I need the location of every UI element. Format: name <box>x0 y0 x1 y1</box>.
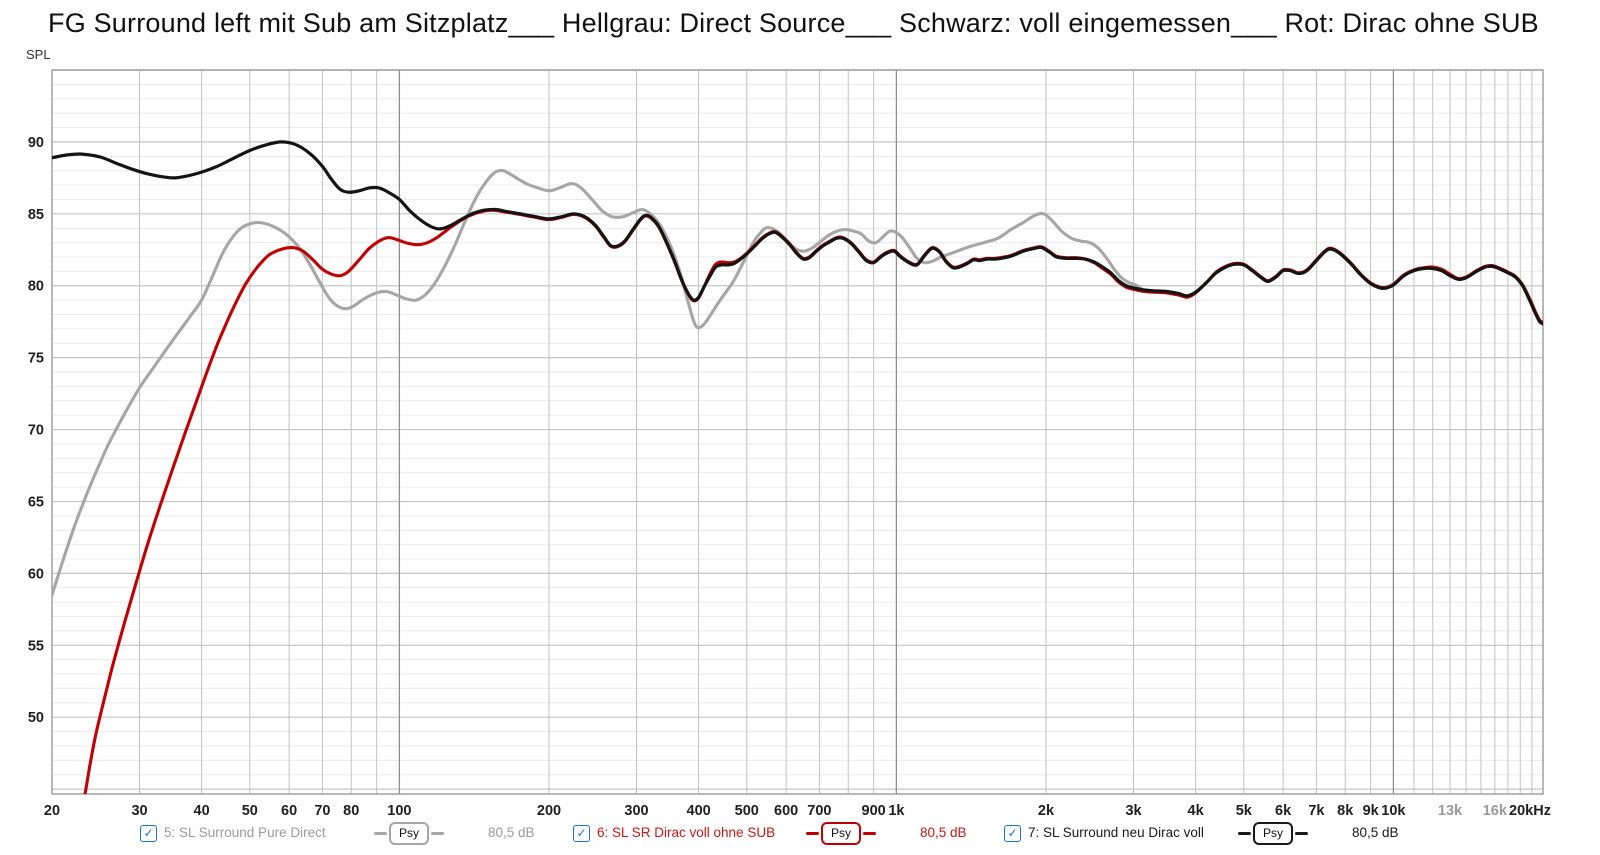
chart-title: FG Surround left mit Sub am Sitzplatz___… <box>48 8 1539 38</box>
svg-text:65: 65 <box>28 494 44 510</box>
svg-text:10k: 10k <box>1381 803 1406 819</box>
svg-text:8k: 8k <box>1337 803 1354 819</box>
spl-frequency-chart: 90 85 80 75 70 65 60 55 50 20 30 40 50 60 70 80 100 200 30… <box>28 69 1551 819</box>
svg-text:2k: 2k <box>1038 803 1055 819</box>
svg-text:4k: 4k <box>1188 803 1205 819</box>
psy-smoothing-badge[interactable]: Psy <box>1253 822 1293 845</box>
measurement-7-label[interactable]: 7: SL Surround neu Dirac voll <box>1028 825 1204 840</box>
svg-text:30: 30 <box>131 803 147 819</box>
svg-text:5k: 5k <box>1236 803 1253 819</box>
svg-text:400: 400 <box>687 803 711 819</box>
svg-text:7k: 7k <box>1308 803 1325 819</box>
svg-text:70: 70 <box>314 803 330 819</box>
svg-text:55: 55 <box>28 638 44 654</box>
measurement-5-psy-badge[interactable]: Psy <box>374 822 444 845</box>
svg-text:500: 500 <box>735 803 759 819</box>
measurement-5-label[interactable]: 5: SL Surround Pure Direct <box>164 825 326 840</box>
measurement-7-checkbox[interactable]: ✓ <box>1004 825 1021 842</box>
trace-line-segment <box>1238 832 1251 835</box>
svg-text:80: 80 <box>28 279 44 295</box>
trace-line-segment <box>431 832 444 835</box>
trace-line-segment <box>1295 832 1308 835</box>
svg-text:1k: 1k <box>888 803 905 819</box>
measurement-6-psy-badge[interactable]: Psy <box>806 822 876 845</box>
svg-text:80: 80 <box>343 803 359 819</box>
measurement-5-level: 80,5 dB <box>488 825 535 840</box>
svg-text:60: 60 <box>28 566 44 582</box>
svg-text:200: 200 <box>537 803 561 819</box>
svg-text:600: 600 <box>774 803 798 819</box>
measurement-legend: ✓ 5: SL Surround Pure Direct Psy 80,5 dB… <box>0 820 1600 854</box>
svg-text:70: 70 <box>28 423 44 439</box>
svg-text:40: 40 <box>194 803 210 819</box>
psy-smoothing-badge[interactable]: Psy <box>389 822 429 845</box>
trace-line-segment <box>374 832 387 835</box>
svg-text:100: 100 <box>387 803 411 819</box>
svg-text:3k: 3k <box>1125 803 1142 819</box>
svg-text:90: 90 <box>28 135 44 151</box>
svg-text:300: 300 <box>624 803 648 819</box>
svg-text:20kHz: 20kHz <box>1509 803 1551 819</box>
svg-text:16k: 16k <box>1483 803 1508 819</box>
svg-text:13k: 13k <box>1438 803 1463 819</box>
psy-smoothing-badge[interactable]: Psy <box>821 822 861 845</box>
measurement-6-label[interactable]: 6: SL SR Dirac voll ohne SUB <box>597 825 776 840</box>
svg-text:75: 75 <box>28 351 44 367</box>
measurement-5-checkbox[interactable]: ✓ <box>140 825 157 842</box>
svg-text:20: 20 <box>44 803 60 819</box>
svg-text:60: 60 <box>281 803 297 819</box>
svg-text:50: 50 <box>28 710 44 726</box>
svg-text:9k: 9k <box>1363 803 1380 819</box>
measurement-6-level: 80,5 dB <box>920 825 967 840</box>
measurement-6-checkbox[interactable]: ✓ <box>573 825 590 842</box>
svg-text:900: 900 <box>862 803 886 819</box>
trace-line-segment <box>863 832 876 835</box>
measurement-7-level: 80,5 dB <box>1352 825 1399 840</box>
y-axis-unit-label: SPL <box>26 47 51 62</box>
trace-line-segment <box>806 832 819 835</box>
svg-text:50: 50 <box>242 803 258 819</box>
svg-text:700: 700 <box>807 803 831 819</box>
svg-text:6k: 6k <box>1275 803 1292 819</box>
measurement-7-psy-badge[interactable]: Psy <box>1238 822 1308 845</box>
svg-text:85: 85 <box>28 207 44 223</box>
